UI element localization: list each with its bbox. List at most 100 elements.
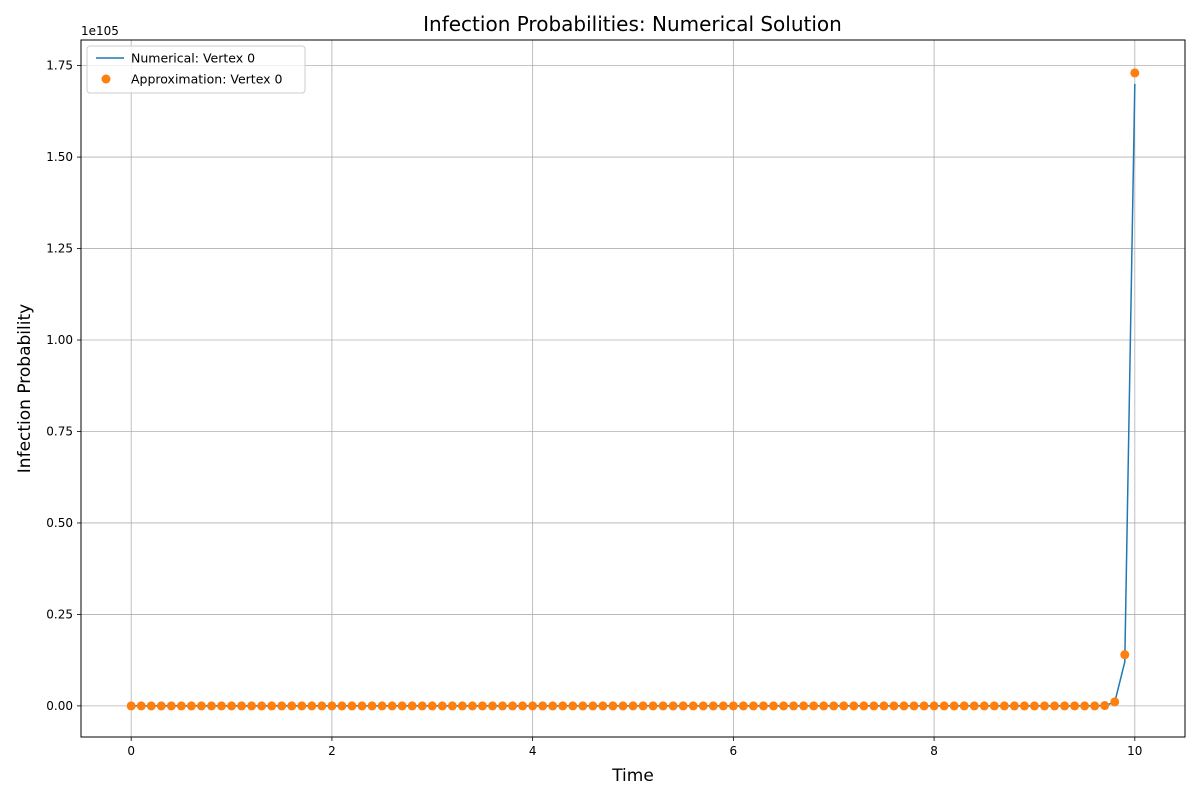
data-point-approximation (437, 701, 447, 711)
data-point-approximation (518, 701, 528, 711)
data-point-approximation (899, 701, 909, 711)
data-point-approximation (377, 701, 387, 711)
data-point-approximation (337, 701, 347, 711)
data-point-approximation (748, 701, 758, 711)
data-point-approximation (929, 701, 939, 711)
chart-title: Infection Probabilities: Numerical Solut… (423, 12, 842, 36)
data-point-approximation (297, 701, 307, 711)
data-point-approximation (357, 701, 367, 711)
data-point-approximation (257, 701, 267, 711)
data-point-approximation (1039, 701, 1049, 711)
data-point-approximation (728, 701, 738, 711)
data-point-approximation (658, 701, 668, 711)
data-point-approximation (176, 701, 186, 711)
data-point-approximation (919, 701, 929, 711)
data-point-approximation (287, 701, 297, 711)
data-point-approximation (538, 701, 548, 711)
y-tick-label: 0.75 (46, 424, 73, 438)
data-point-approximation (698, 701, 708, 711)
data-point-approximation (939, 701, 949, 711)
data-point-approximation (979, 701, 989, 711)
data-point-approximation (1009, 701, 1019, 711)
data-point-approximation (417, 701, 427, 711)
data-point-approximation (1090, 701, 1100, 711)
data-point-approximation (126, 701, 136, 711)
data-point-approximation (347, 701, 357, 711)
data-point-approximation (758, 701, 768, 711)
data-point-approximation (237, 701, 247, 711)
data-point-approximation (1070, 701, 1080, 711)
x-axis-title: Time (611, 766, 654, 786)
data-point-approximation (427, 701, 437, 711)
y-axis-title: Infection Probability (15, 304, 35, 473)
data-point-approximation (809, 701, 819, 711)
y-tick-label: 1.75 (46, 59, 73, 73)
data-point-approximation (1029, 701, 1039, 711)
legend-marker-swatch (101, 74, 111, 84)
y-axis-offset-label: 1e105 (81, 24, 119, 38)
data-point-approximation (688, 701, 698, 711)
data-point-approximation (467, 701, 477, 711)
data-point-approximation (247, 701, 257, 711)
data-point-approximation (668, 701, 678, 711)
data-point-approximation (999, 701, 1009, 711)
data-point-approximation (889, 701, 899, 711)
data-point-approximation (969, 701, 979, 711)
data-point-approximation (196, 701, 206, 711)
data-point-approximation (156, 701, 166, 711)
data-point-approximation (859, 701, 869, 711)
data-point-approximation (1110, 697, 1120, 707)
legend-entry-approximation: Approximation: Vertex 0 (101, 72, 283, 87)
x-tick-label: 2 (328, 744, 336, 758)
data-point-approximation (578, 701, 588, 711)
data-point-approximation (618, 701, 628, 711)
data-point-approximation (588, 701, 598, 711)
x-tick-label: 8 (930, 744, 938, 758)
data-point-approximation (528, 701, 538, 711)
data-point-approximation (718, 701, 728, 711)
x-tick-label: 4 (529, 744, 537, 758)
data-point-approximation (277, 701, 287, 711)
data-point-approximation (1050, 701, 1060, 711)
data-point-approximation (989, 701, 999, 711)
data-point-approximation (678, 701, 688, 711)
data-point-approximation (879, 701, 889, 711)
data-point-approximation (789, 701, 799, 711)
data-point-approximation (779, 701, 789, 711)
data-point-approximation (869, 701, 879, 711)
data-point-approximation (166, 701, 176, 711)
data-point-approximation (457, 701, 467, 711)
y-tick-label: 1.25 (46, 242, 73, 256)
data-point-approximation (477, 701, 487, 711)
data-point-approximation (648, 701, 658, 711)
data-point-approximation (447, 701, 457, 711)
data-point-approximation (568, 701, 578, 711)
y-tick-label: 0.00 (46, 699, 73, 713)
data-point-approximation (1100, 701, 1110, 711)
data-point-approximation (487, 701, 497, 711)
data-point-approximation (206, 701, 216, 711)
data-point-approximation (819, 701, 829, 711)
data-point-approximation (548, 701, 558, 711)
x-tick-label: 0 (127, 744, 135, 758)
data-point-approximation (829, 701, 839, 711)
data-point-approximation (307, 701, 317, 711)
data-point-approximation (769, 701, 779, 711)
data-point-approximation (136, 701, 146, 711)
data-point-approximation (327, 701, 337, 711)
data-point-approximation (839, 701, 849, 711)
legend-box (86, 45, 306, 94)
y-tick-label: 1.50 (46, 150, 73, 164)
data-point-approximation (367, 701, 377, 711)
data-point-approximation (1080, 701, 1090, 711)
legend: Numerical: Vertex 0 Approximation: Verte… (86, 45, 306, 94)
legend-label-approximation: Approximation: Vertex 0 (131, 72, 283, 87)
plot-frame (80, 39, 1186, 738)
x-tick-label: 6 (730, 744, 738, 758)
data-point-approximation (708, 701, 718, 711)
data-point-approximation (608, 701, 618, 711)
data-point-approximation (799, 701, 809, 711)
data-point-approximation (508, 701, 518, 711)
data-point-approximation (267, 701, 277, 711)
